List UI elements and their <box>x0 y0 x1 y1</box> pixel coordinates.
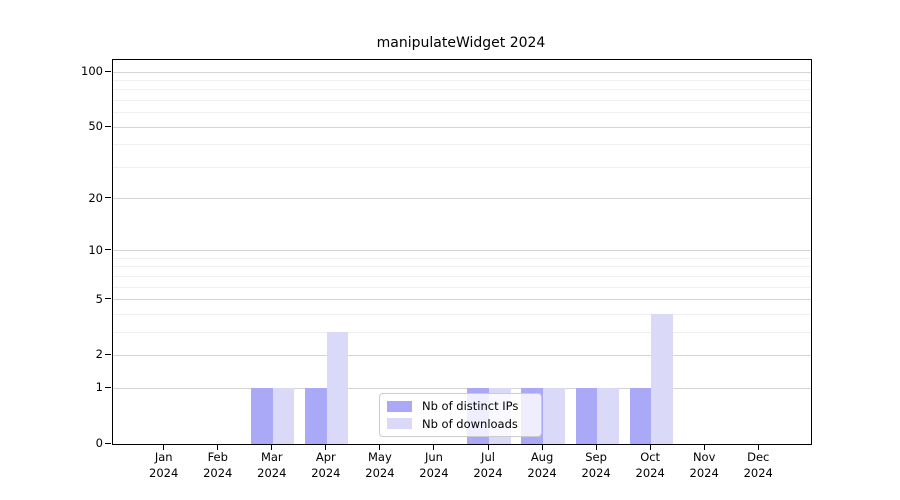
x-tick-label: Jan 2024 <box>149 450 179 480</box>
x-tick-label: Apr 2024 <box>311 450 341 480</box>
y-tick-mark <box>105 442 111 444</box>
legend-item-distinct-ips: Nb of distinct IPs <box>380 399 541 413</box>
x-tick-label: Mar 2024 <box>257 450 287 480</box>
x-tick-mark <box>595 444 597 450</box>
legend-swatch-distinct-ips-icon <box>387 400 412 412</box>
x-tick-label: Nov 2024 <box>689 450 719 480</box>
x-tick-label: Feb 2024 <box>203 450 233 480</box>
y-tick-mark <box>105 197 111 199</box>
minor-gridline <box>113 275 811 277</box>
major-gridline <box>113 299 811 301</box>
minor-gridline <box>113 286 811 288</box>
x-tick-mark <box>649 444 651 450</box>
y-tick-label: 100 <box>81 64 103 78</box>
bar-distinct-ips <box>305 388 327 444</box>
bar-downloads <box>597 388 619 444</box>
minor-gridline <box>113 313 811 315</box>
minor-gridline <box>113 331 811 333</box>
x-tick-label: Oct 2024 <box>635 450 665 480</box>
major-gridline <box>113 71 811 73</box>
minor-gridline <box>113 257 811 259</box>
x-tick-mark <box>433 444 435 450</box>
bar-distinct-ips <box>575 388 598 444</box>
minor-gridline <box>113 166 811 168</box>
x-tick-mark <box>271 444 273 450</box>
x-tick-label: Dec 2024 <box>743 450 773 480</box>
y-tick-mark <box>105 298 111 300</box>
x-tick-label: May 2024 <box>365 450 395 480</box>
minor-gridline <box>113 266 811 268</box>
bar-downloads <box>543 388 565 444</box>
y-tick-label: 1 <box>95 380 103 395</box>
y-tick-mark <box>105 70 111 72</box>
x-tick-mark <box>487 444 489 450</box>
minor-gridline <box>113 89 811 91</box>
major-gridline <box>113 250 811 252</box>
y-tick-label: 20 <box>88 190 103 205</box>
x-tick-mark <box>379 444 381 450</box>
major-gridline <box>113 387 811 389</box>
legend-item-downloads: Nb of downloads <box>380 417 541 431</box>
x-tick-label: Jul 2024 <box>473 450 503 480</box>
x-tick-label: Jun 2024 <box>419 450 449 480</box>
plot-area: Nb of distinct IPs Nb of downloads <box>112 59 812 445</box>
bar-distinct-ips <box>629 388 652 444</box>
x-tick-mark <box>325 444 327 450</box>
bar-downloads <box>272 388 295 444</box>
y-tick-label: 2 <box>95 347 103 362</box>
x-tick-label: Sep 2024 <box>581 450 611 480</box>
y-tick-label: 5 <box>95 291 103 306</box>
legend-label-downloads: Nb of downloads <box>422 416 518 431</box>
y-tick-label: 10 <box>88 242 103 257</box>
y-tick-mark <box>105 353 111 355</box>
bar-downloads <box>326 332 349 444</box>
x-tick-mark <box>541 444 543 450</box>
minor-gridline <box>113 79 811 81</box>
major-gridline <box>113 354 811 356</box>
y-tick-mark <box>105 249 111 251</box>
chart-title: manipulateWidget 2024 <box>376 35 546 51</box>
y-tick-label: 0 <box>95 436 103 450</box>
y-tick-mark <box>105 125 111 127</box>
x-tick-mark <box>217 444 219 450</box>
x-tick-label: Aug 2024 <box>527 450 557 480</box>
minor-gridline <box>113 112 811 114</box>
y-tick-mark <box>105 386 111 388</box>
bar-downloads <box>651 314 673 444</box>
major-gridline <box>113 126 811 128</box>
major-gridline <box>113 198 811 200</box>
legend-swatch-downloads-icon <box>387 418 412 430</box>
minor-gridline <box>113 144 811 146</box>
minor-gridline <box>113 99 811 101</box>
bar-distinct-ips <box>251 388 273 444</box>
legend: Nb of distinct IPs Nb of downloads <box>379 393 542 437</box>
legend-label-distinct-ips: Nb of distinct IPs <box>422 399 519 414</box>
x-tick-mark <box>703 444 705 450</box>
y-tick-label: 50 <box>88 119 103 134</box>
x-tick-mark <box>163 444 165 450</box>
x-tick-mark <box>757 444 759 450</box>
